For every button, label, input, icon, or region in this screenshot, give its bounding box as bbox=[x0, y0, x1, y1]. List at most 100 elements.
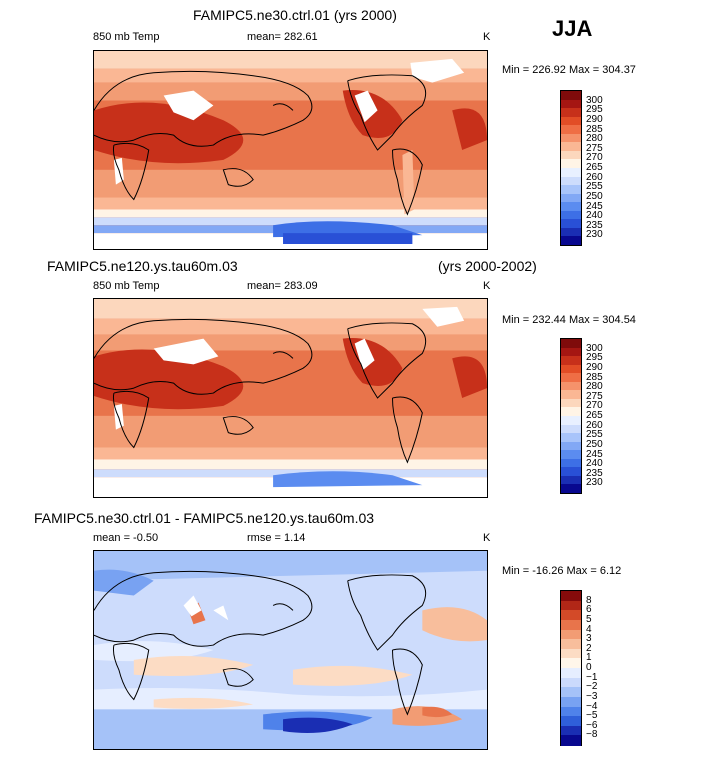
colorbar-tick-label: −4 bbox=[586, 700, 598, 712]
colorbar-tick-label: 255 bbox=[586, 429, 603, 441]
panel2-map-svg bbox=[94, 299, 487, 497]
colorbar-swatch bbox=[561, 133, 581, 143]
colorbar-swatch bbox=[561, 658, 581, 669]
colorbar-swatch bbox=[561, 356, 581, 366]
panel1-units: K bbox=[483, 31, 491, 43]
panel3-rmse: rmse = 1.14 bbox=[247, 532, 306, 544]
colorbar-tick-label: 6 bbox=[586, 604, 592, 616]
colorbar-tick-label: 295 bbox=[586, 352, 603, 364]
colorbar-swatch bbox=[561, 407, 581, 417]
colorbar-tick-label: 240 bbox=[586, 210, 603, 222]
colorbar-tick-label: 235 bbox=[586, 467, 603, 479]
season-label: JJA bbox=[552, 16, 593, 41]
colorbar-swatch bbox=[561, 706, 581, 717]
colorbar-tick-label: 265 bbox=[586, 162, 603, 173]
colorbar-swatch bbox=[561, 639, 581, 650]
colorbar-tick-label: −5 bbox=[586, 710, 598, 722]
colorbar-swatch bbox=[561, 176, 581, 186]
panel2-variable: 850 mb Temp bbox=[93, 280, 160, 292]
colorbar-swatch bbox=[561, 610, 581, 621]
colorbar-swatch bbox=[561, 619, 581, 630]
panel3-colorbar bbox=[560, 590, 582, 746]
panel3-map-svg bbox=[94, 551, 487, 749]
colorbar-swatch bbox=[561, 185, 581, 195]
panel1-variable: 850 mb Temp bbox=[93, 31, 160, 43]
panel3-mean: mean = -0.50 bbox=[93, 532, 159, 544]
colorbar-swatch bbox=[561, 219, 581, 229]
colorbar-swatch bbox=[561, 99, 581, 109]
colorbar-swatch bbox=[561, 696, 581, 707]
colorbar-tick-label: 235 bbox=[586, 219, 603, 231]
colorbar-tick-label: −3 bbox=[586, 690, 598, 702]
colorbar-tick-label: 230 bbox=[586, 229, 603, 241]
colorbar-swatch bbox=[561, 381, 581, 391]
panel1-map-svg bbox=[94, 51, 487, 249]
colorbar-swatch bbox=[561, 458, 581, 468]
colorbar-swatch bbox=[561, 142, 581, 152]
colorbar-tick-label: 0 bbox=[586, 662, 592, 673]
colorbar-tick-label: 270 bbox=[586, 400, 603, 412]
panel3-map bbox=[93, 550, 488, 750]
colorbar-swatch bbox=[561, 227, 581, 237]
colorbar-swatch bbox=[561, 210, 581, 220]
colorbar-tick-label: 300 bbox=[586, 94, 603, 106]
panel3-minmax: Min = -16.26 Max = 6.12 bbox=[502, 565, 622, 577]
colorbar-swatch bbox=[561, 202, 581, 212]
colorbar-swatch bbox=[561, 433, 581, 443]
panel2-colorbar bbox=[560, 338, 582, 494]
colorbar-swatch bbox=[561, 600, 581, 611]
colorbar-swatch bbox=[561, 91, 581, 101]
colorbar-swatch bbox=[561, 591, 581, 602]
colorbar-swatch bbox=[561, 108, 581, 118]
panel1-map bbox=[93, 50, 488, 250]
colorbar-swatch bbox=[561, 677, 581, 688]
colorbar-swatch bbox=[561, 475, 581, 485]
colorbar-tick-label: 1 bbox=[586, 652, 592, 664]
colorbar-tick-label: 240 bbox=[586, 458, 603, 470]
colorbar-tick-label: 300 bbox=[586, 342, 603, 354]
colorbar-tick-label: 8 bbox=[586, 594, 592, 606]
panel2-title: FAMIPC5.ne120.ys.tau60m.03 bbox=[47, 258, 238, 274]
colorbar-tick-label: −2 bbox=[586, 681, 598, 693]
colorbar-swatch bbox=[561, 467, 581, 477]
colorbar-tick-label: 270 bbox=[586, 152, 603, 164]
colorbar-tick-label: −1 bbox=[586, 671, 598, 683]
colorbar-tick-label: 3 bbox=[586, 633, 592, 645]
colorbar-tick-label: −8 bbox=[586, 729, 598, 741]
panel2-years: (yrs 2000-2002) bbox=[438, 258, 537, 274]
colorbar-swatch bbox=[561, 236, 581, 246]
colorbar-tick-label: 295 bbox=[586, 104, 603, 116]
panel1-mean: mean= 282.61 bbox=[247, 31, 318, 43]
panel1-minmax: Min = 226.92 Max = 304.37 bbox=[502, 64, 636, 76]
colorbar-tick-label: 230 bbox=[586, 477, 603, 489]
colorbar-swatch bbox=[561, 398, 581, 408]
colorbar-tick-label: −6 bbox=[586, 719, 598, 731]
panel1-title: FAMIPC5.ne30.ctrl.01 (yrs 2000) bbox=[193, 7, 397, 23]
colorbar-swatch bbox=[561, 168, 581, 178]
colorbar-swatch bbox=[561, 159, 581, 169]
colorbar-swatch bbox=[561, 116, 581, 126]
colorbar-tick-label: 290 bbox=[586, 361, 603, 373]
colorbar-swatch bbox=[561, 125, 581, 135]
colorbar-tick-label: 280 bbox=[586, 381, 603, 393]
colorbar-tick-label: 4 bbox=[586, 623, 592, 635]
colorbar-tick-label: 255 bbox=[586, 181, 603, 193]
colorbar-tick-label: 250 bbox=[586, 438, 603, 450]
colorbar-tick-label: 285 bbox=[586, 371, 603, 383]
colorbar-swatch bbox=[561, 687, 581, 698]
colorbar-swatch bbox=[561, 373, 581, 383]
colorbar-swatch bbox=[561, 441, 581, 451]
panel2-units: K bbox=[483, 280, 491, 292]
colorbar-swatch bbox=[561, 339, 581, 349]
colorbar-swatch bbox=[561, 716, 581, 727]
colorbar-swatch bbox=[561, 424, 581, 434]
colorbar-swatch bbox=[561, 725, 581, 736]
panel2-map bbox=[93, 298, 488, 498]
colorbar-tick-label: 260 bbox=[586, 419, 603, 431]
panel3-units: K bbox=[483, 532, 491, 544]
colorbar-tick-label: 250 bbox=[586, 190, 603, 202]
colorbar-tick-label: 275 bbox=[586, 142, 603, 154]
colorbar-swatch bbox=[561, 390, 581, 400]
colorbar-tick-label: 5 bbox=[586, 613, 592, 625]
colorbar-tick-label: 245 bbox=[586, 448, 603, 460]
